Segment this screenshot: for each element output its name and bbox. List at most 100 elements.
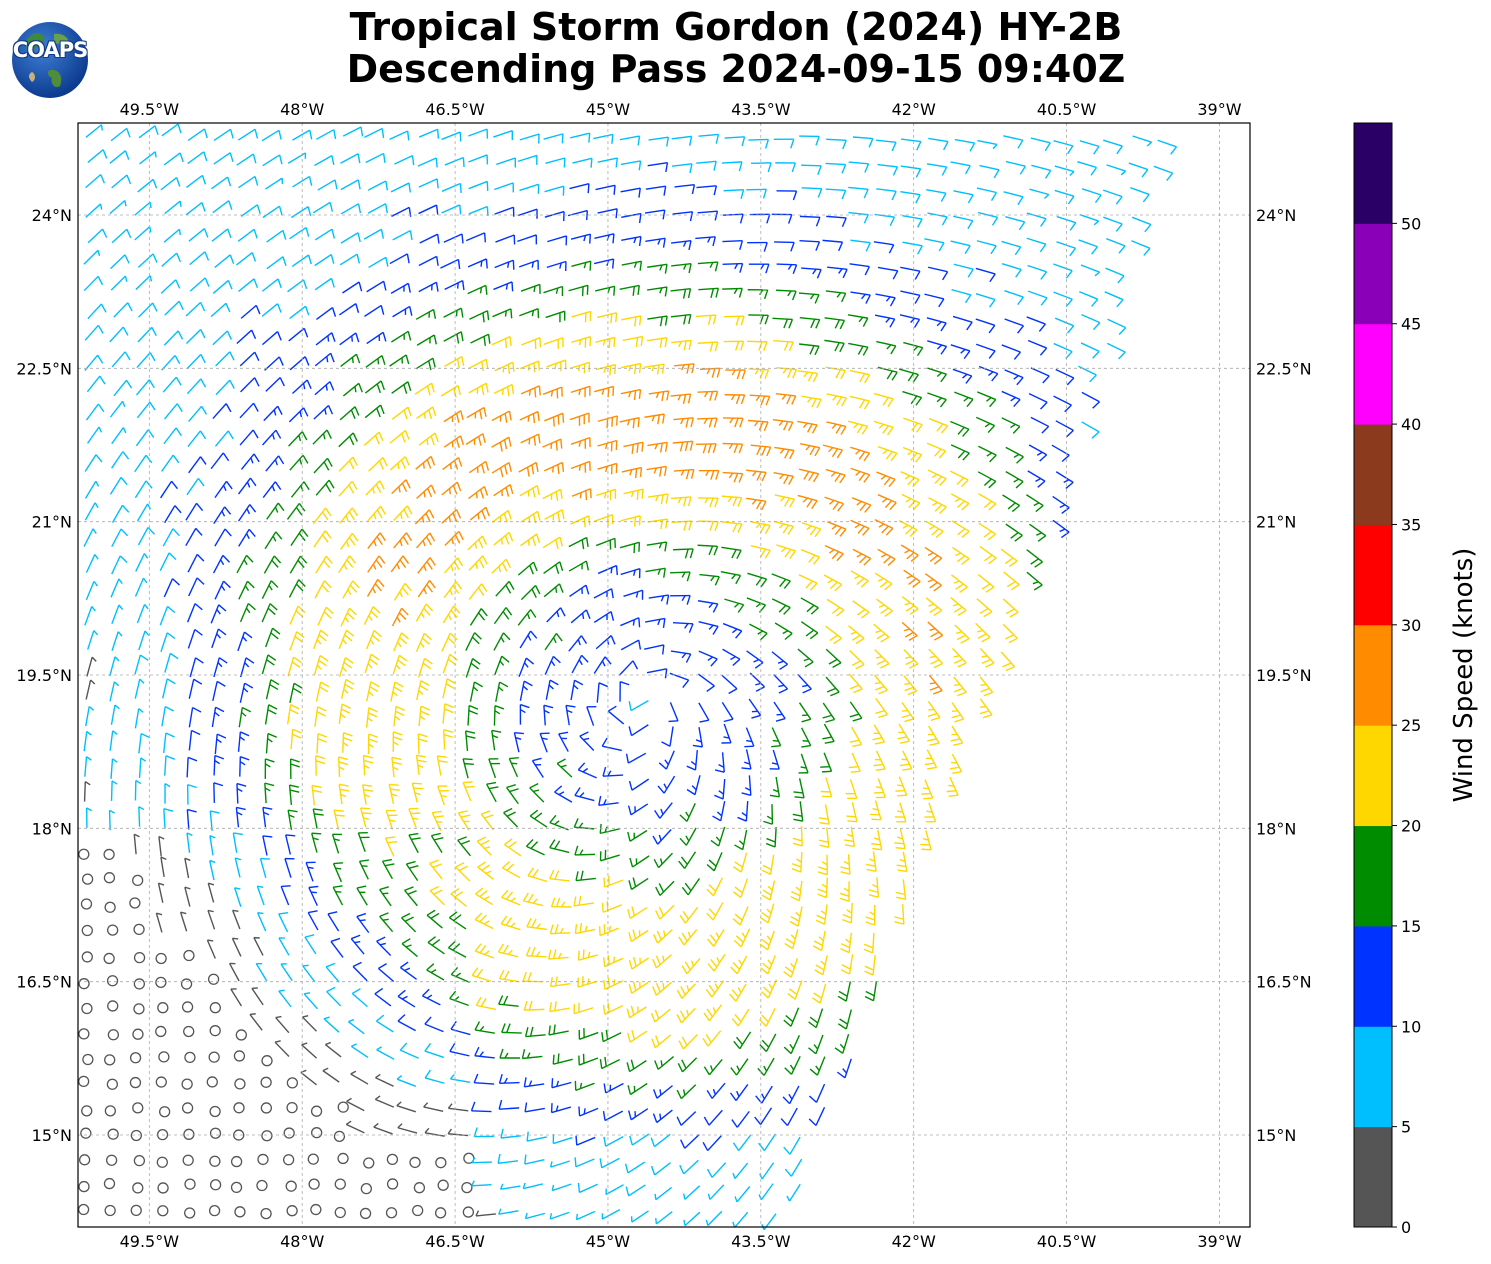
barb-staff <box>1078 291 1099 300</box>
barb-feather <box>981 658 991 665</box>
barb-feather <box>771 744 781 748</box>
barb-feather <box>755 602 762 608</box>
barb-staff <box>448 947 467 958</box>
barb-staff <box>1001 417 1021 428</box>
barb-feather <box>537 360 540 371</box>
barb-feather <box>384 863 395 867</box>
barb-staff <box>734 1162 749 1180</box>
barb-staff <box>722 442 743 445</box>
wind-barb <box>78 978 90 990</box>
barb-feather <box>351 532 359 542</box>
barb-feather <box>1065 429 1074 438</box>
barb-feather <box>1092 350 1100 359</box>
barb-feather <box>811 997 821 1004</box>
barb-feather <box>550 660 556 667</box>
barb-staff <box>164 653 172 673</box>
wind-barb <box>286 1205 298 1217</box>
barb-feather <box>214 711 220 717</box>
wind-barb <box>894 802 907 823</box>
wind-barb <box>822 444 843 459</box>
barb-feather <box>508 410 512 421</box>
wind-barb <box>444 557 464 574</box>
barb-staff <box>1004 318 1024 327</box>
barb-feather <box>842 1068 848 1074</box>
barb-feather <box>220 585 226 591</box>
barb-feather <box>754 661 764 669</box>
barb-staff <box>366 331 384 345</box>
barb-feather <box>939 399 947 408</box>
barb-feather <box>164 705 174 712</box>
calm-circle <box>104 1105 117 1117</box>
barb-feather <box>837 503 845 512</box>
barb-feather <box>151 327 157 337</box>
barb-feather <box>683 314 687 325</box>
calm-circle <box>104 901 116 913</box>
barb-feather <box>364 794 371 798</box>
wind-barb <box>286 1101 298 1114</box>
barb-staff <box>135 379 150 396</box>
wind-barb <box>808 1107 826 1126</box>
barb-feather <box>828 658 838 665</box>
barb-feather <box>812 945 822 952</box>
barb-staff <box>707 1135 722 1152</box>
barb-feather <box>554 840 561 850</box>
wind-barb <box>789 906 803 927</box>
barb-feather <box>523 680 533 687</box>
barb-feather <box>239 736 246 741</box>
barb-feather <box>399 540 403 547</box>
barb-feather <box>754 368 760 375</box>
barb-feather <box>528 1000 533 1011</box>
barb-feather <box>330 278 335 288</box>
barb-feather <box>404 916 414 922</box>
barb-feather <box>784 632 793 641</box>
barb-feather <box>217 662 223 668</box>
barb-feather <box>453 460 459 470</box>
wind-barb <box>393 505 413 521</box>
barb-staff <box>628 752 647 764</box>
barb-feather <box>659 338 663 348</box>
barb-staff <box>575 1158 595 1168</box>
barb-feather <box>855 449 861 455</box>
barb-feather <box>213 782 224 787</box>
barb-feather <box>687 931 692 938</box>
barb-staff <box>721 674 738 690</box>
wind-barb <box>363 1157 375 1169</box>
barb-feather <box>858 555 867 564</box>
barb-staff <box>265 377 281 392</box>
wind-barb <box>78 848 90 860</box>
wind-barb <box>524 1102 545 1113</box>
wind-barb <box>160 856 167 878</box>
barb-staff <box>210 452 224 470</box>
barb-feather <box>583 262 587 269</box>
barb-feather <box>915 397 923 406</box>
barb-feather <box>374 583 382 592</box>
wind-barb <box>84 606 96 626</box>
barb-feather <box>573 684 579 690</box>
barb-feather <box>304 305 310 316</box>
barb-feather <box>399 591 403 598</box>
wind-barb <box>865 851 877 872</box>
barb-feather <box>841 397 848 407</box>
wind-barb <box>283 1127 295 1139</box>
barb-feather <box>109 809 115 814</box>
wind-barb <box>468 583 488 600</box>
barb-feather <box>236 806 246 811</box>
wind-barb <box>414 509 435 525</box>
barb-staff <box>554 791 573 803</box>
barb-feather <box>92 528 97 535</box>
barb-staff <box>211 628 220 649</box>
barb-feather <box>558 583 564 593</box>
barb-feather <box>265 758 275 763</box>
barb-feather <box>601 1032 604 1042</box>
barb-feather <box>677 497 682 504</box>
wind-barb <box>312 808 324 829</box>
calm-circle <box>157 1182 169 1194</box>
barb-staff <box>952 315 973 323</box>
wind-barb <box>977 391 997 408</box>
wind-barb <box>900 290 921 304</box>
barb-feather <box>881 525 889 534</box>
wind-barb <box>1053 395 1072 413</box>
barb-staff <box>187 629 196 649</box>
barb-staff <box>657 829 672 845</box>
barb-feather <box>477 861 487 868</box>
